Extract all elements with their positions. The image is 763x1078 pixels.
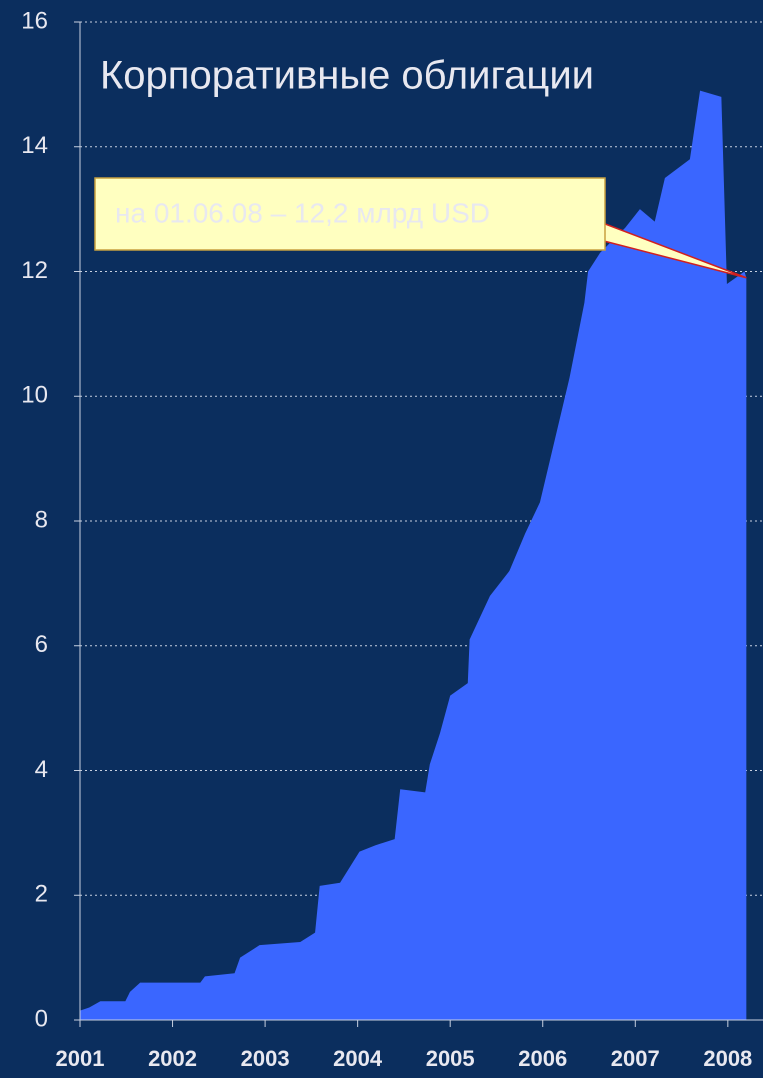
x-tick-label: 2006 [518, 1046, 567, 1071]
y-tick-label: 12 [21, 257, 48, 284]
chart-title: Корпоративные облигации [100, 54, 594, 98]
area [80, 90, 747, 1021]
x-tick-label: 2002 [148, 1046, 197, 1071]
annotation: на 01.06.08 – 12,2 млрд USD [115, 197, 490, 228]
x-tick-label: 2003 [241, 1046, 290, 1071]
y-tick-label: 4 [35, 756, 48, 783]
x-tick-label: 2001 [56, 1046, 105, 1071]
y-tick-label: 16 [21, 7, 48, 34]
y-tick-label: 10 [21, 382, 48, 409]
y-tick-label: 0 [35, 1005, 48, 1032]
y-tick-label: 2 [35, 881, 48, 908]
callout-box [94, 177, 606, 251]
x-tick-label: 2008 [703, 1046, 752, 1071]
x-tick-label: 2004 [333, 1046, 383, 1071]
x-tick-label: 2007 [611, 1046, 660, 1071]
x-tick-label: 2005 [426, 1046, 475, 1071]
y-tick-label: 14 [21, 132, 48, 159]
y-tick-label: 8 [35, 506, 48, 533]
y-tick-label: 6 [35, 631, 48, 658]
